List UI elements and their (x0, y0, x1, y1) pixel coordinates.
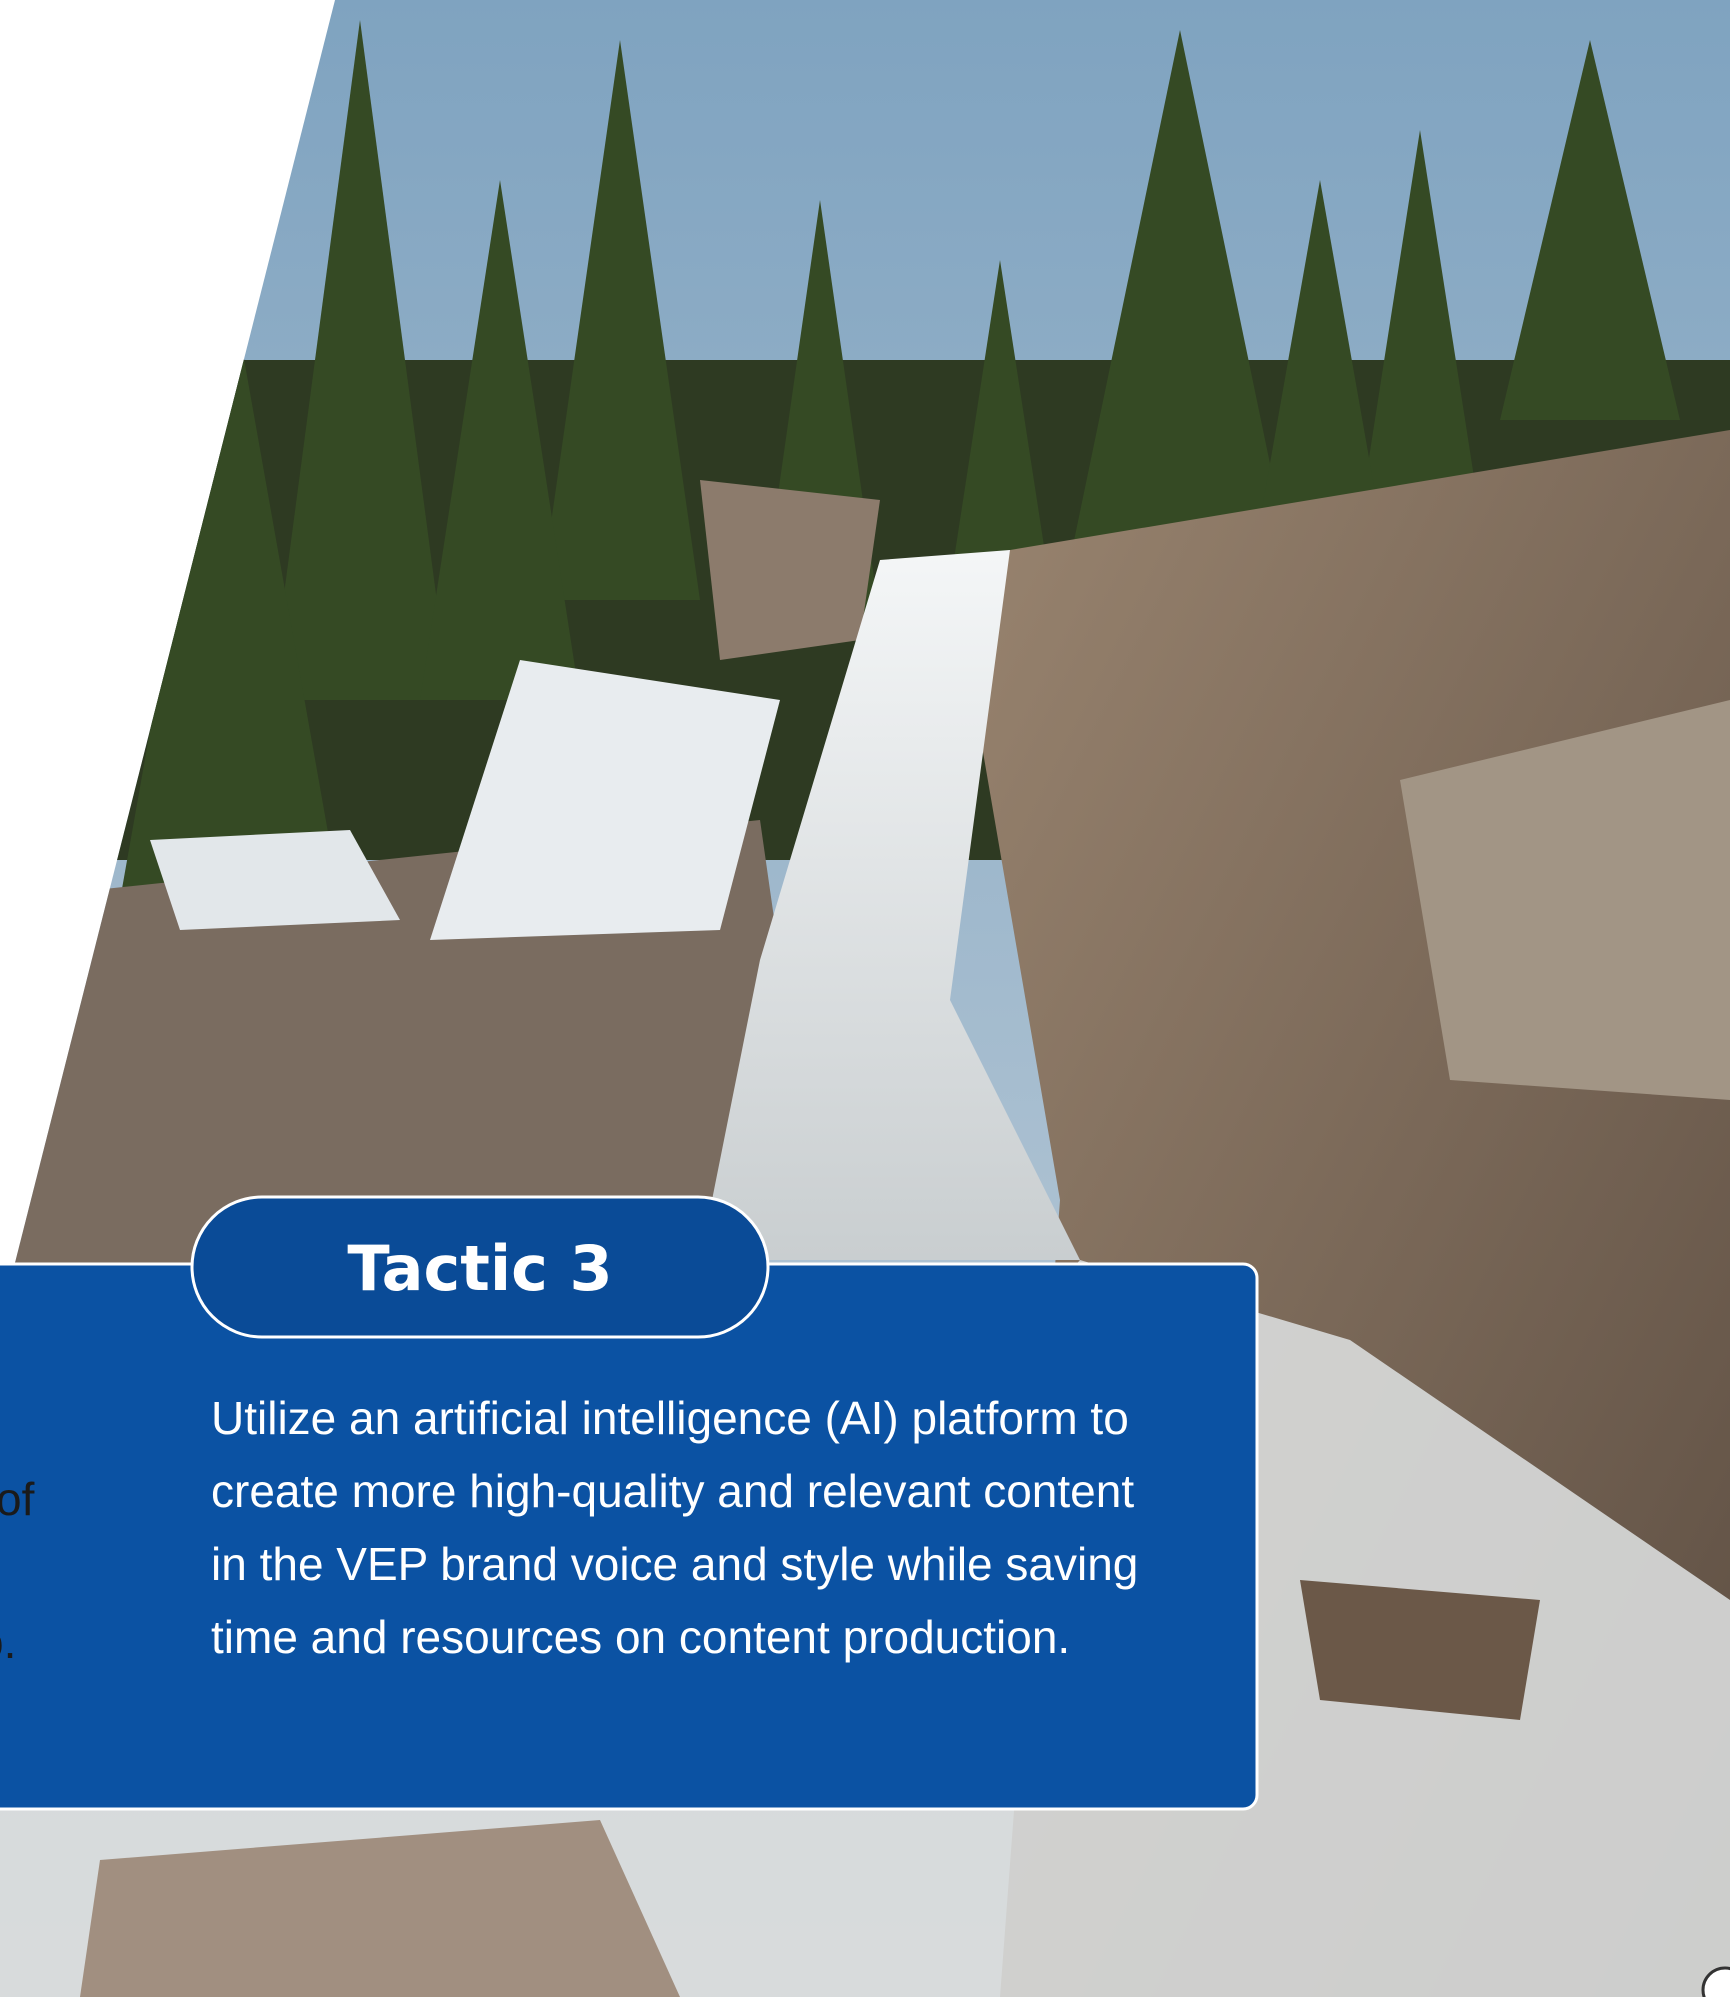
page: Tactic 3 Utilize an artificial intellige… (0, 0, 1730, 1997)
body-line: Utilize an artificial intelligence (AI) … (211, 1392, 1129, 1444)
tactic-title: Tactic 3 (347, 1232, 612, 1305)
page-canvas: Tactic 3 Utilize an artificial intellige… (0, 0, 1730, 1997)
tactic-card (0, 1264, 1257, 1809)
text-fragment: o. (0, 1616, 16, 1668)
body-line: create more high-quality and relevant co… (211, 1465, 1134, 1517)
text-fragment: of (0, 1473, 35, 1525)
body-line: in the VEP brand voice and style while s… (211, 1538, 1138, 1590)
body-line: time and resources on content production… (211, 1611, 1070, 1663)
